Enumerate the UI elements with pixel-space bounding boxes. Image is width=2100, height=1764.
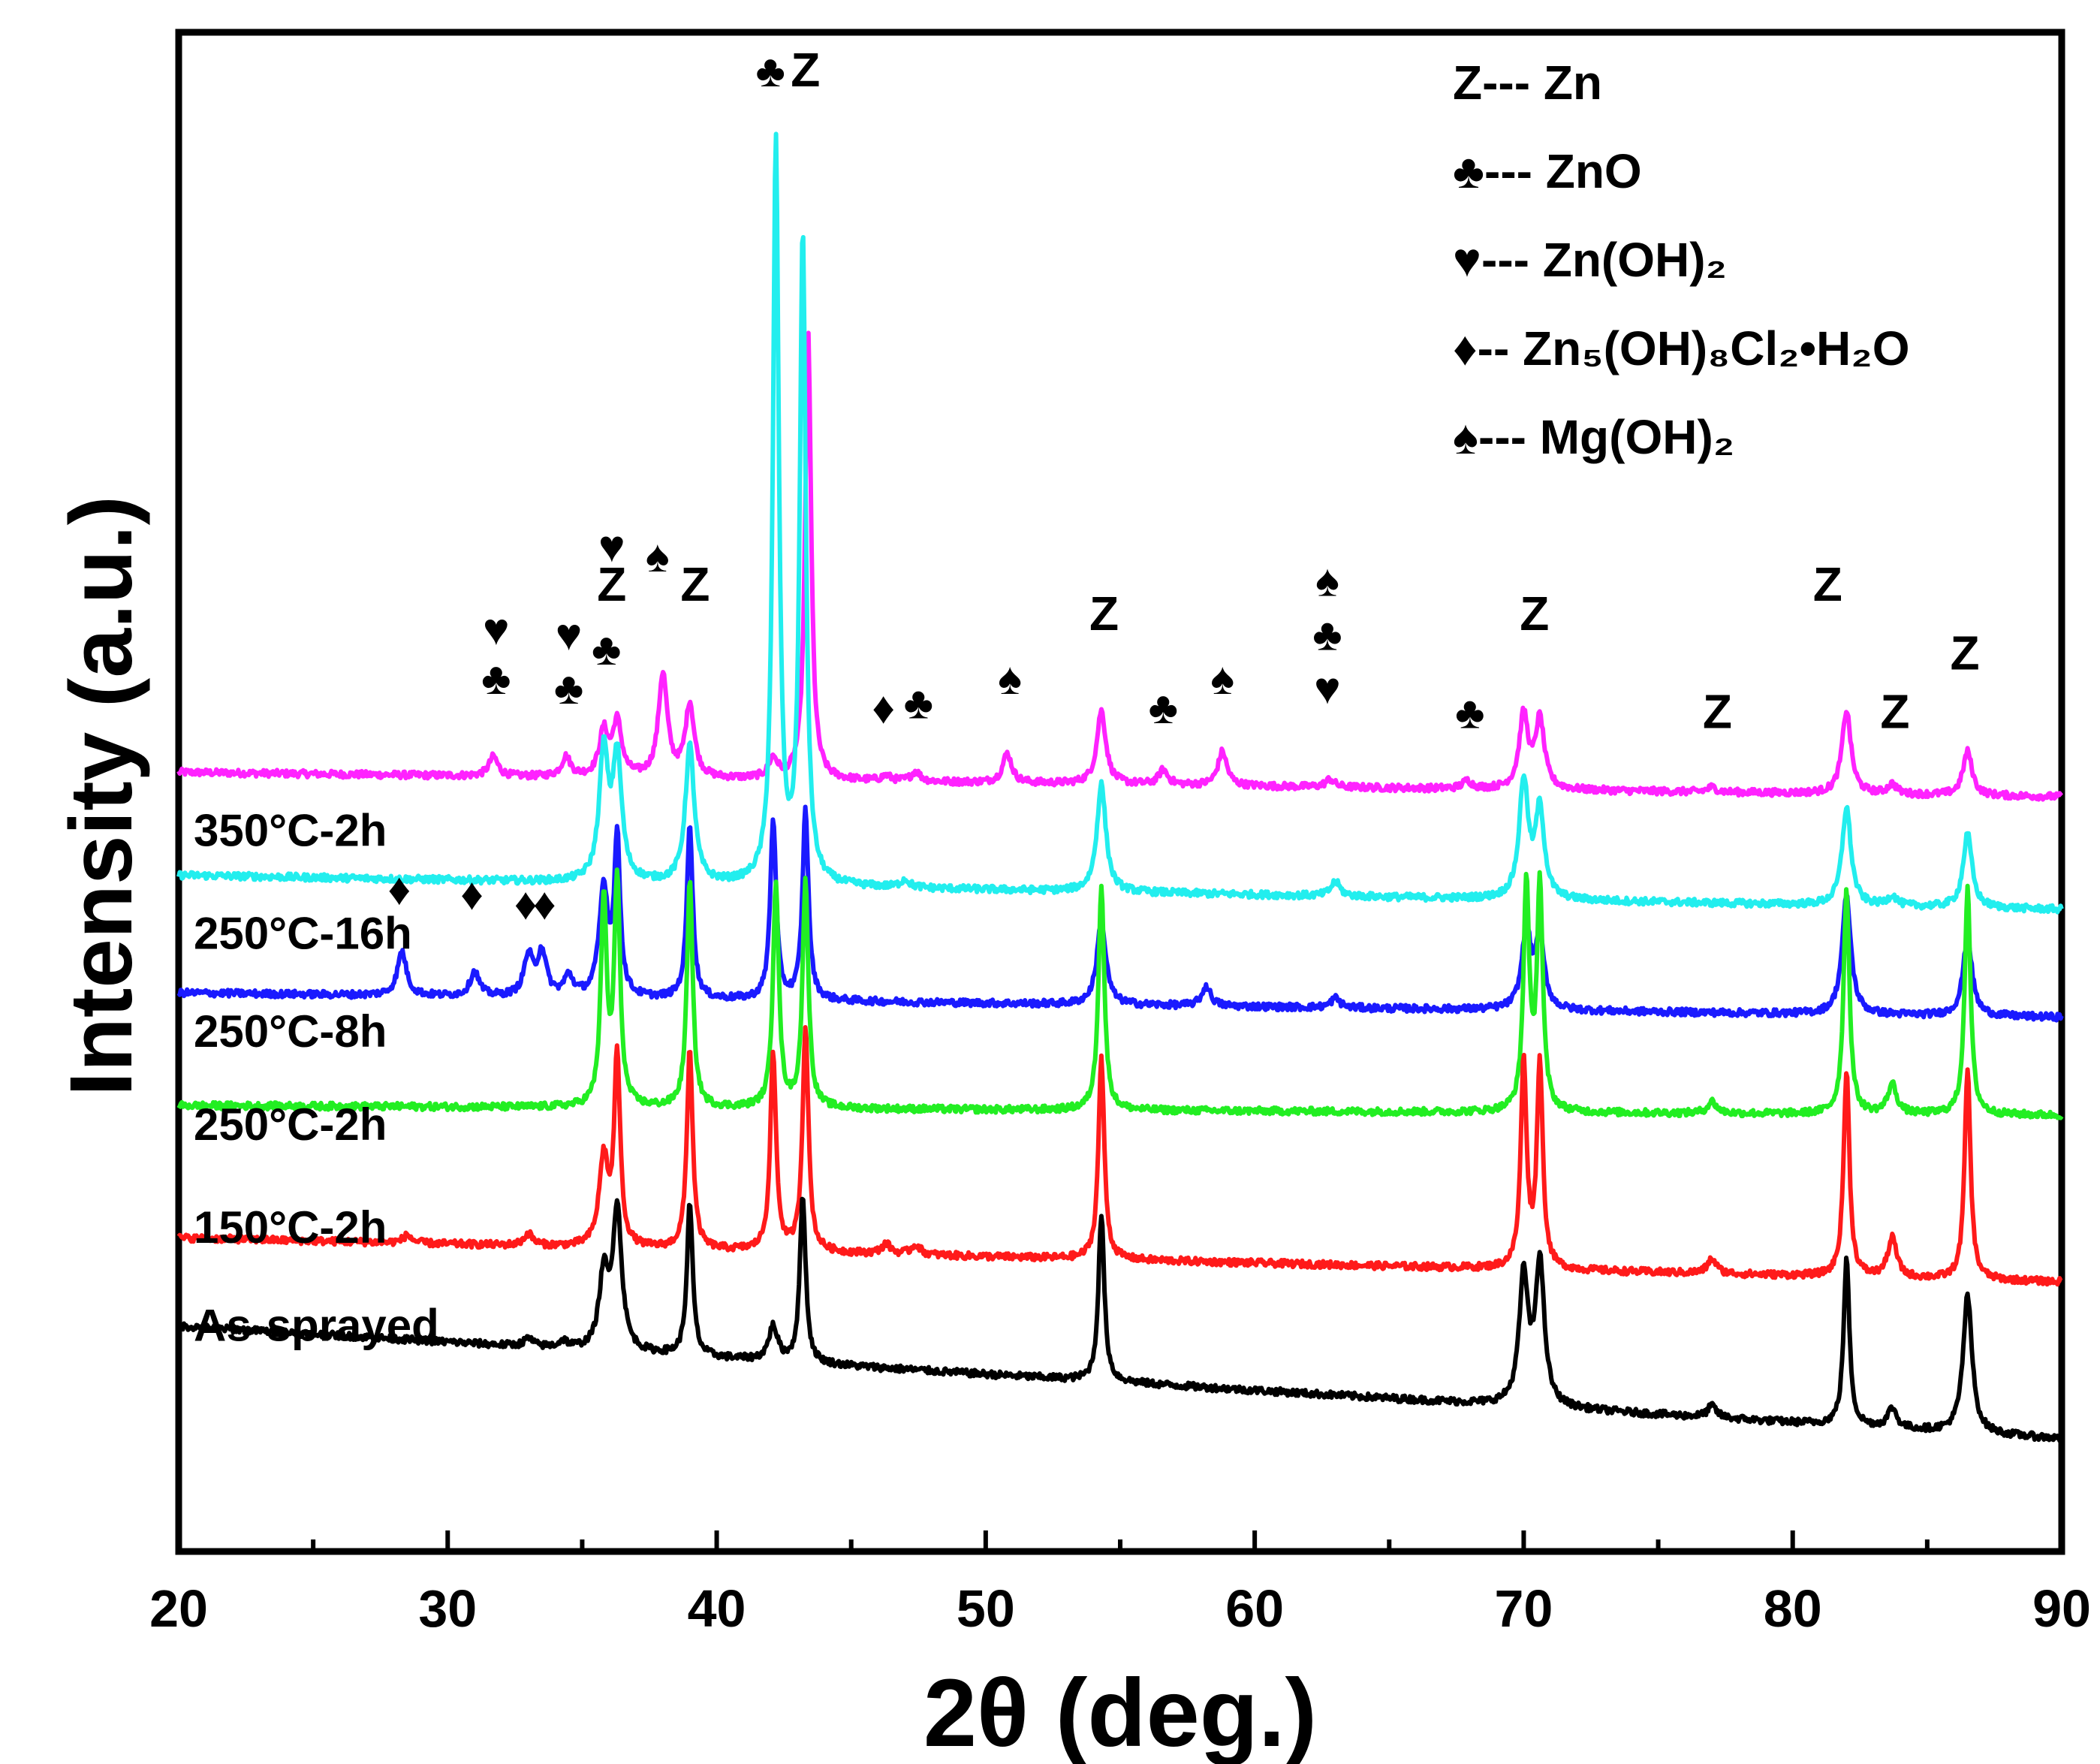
x-tick-label-70: 70: [1494, 1579, 1553, 1638]
x-axis: 20 30 40 50 60 70 80 90: [149, 1530, 2091, 1638]
peak-label-14: Z: [1089, 586, 1119, 641]
series-line-4: [176, 131, 2064, 915]
peak-label-20: ♣: [1455, 688, 1484, 738]
series-label-5: As-sprayed: [194, 1300, 439, 1350]
x-tick-label-60: 60: [1225, 1579, 1284, 1638]
peak-label-27: ♦: [460, 869, 484, 919]
peak-label-19: ♥: [1314, 663, 1341, 713]
legend-entry-4: ♠--- Mg(OH)₂: [1453, 410, 1734, 464]
x-tick-label-90: 90: [2032, 1579, 2091, 1638]
peak-label-9: ♠: [646, 531, 670, 581]
peak-label-12: ♣: [904, 678, 933, 728]
x-tick-label-50: 50: [957, 1579, 1015, 1638]
peak-label-24: Z: [1880, 685, 1909, 739]
peak-label-17: ♠: [1315, 555, 1339, 605]
legend-entry-2: ♥--- Zn(OH)₂: [1453, 233, 1727, 287]
x-tick-label-30: 30: [418, 1579, 477, 1638]
series-layer: [176, 131, 2064, 1443]
peak-label-25: Z: [1950, 626, 1979, 680]
series-line-2: [176, 867, 2064, 1120]
legend: Z--- Zn ♣--- ZnO ♥--- Zn(OH)₂ ♦-- Zn₅(OH)₈C…: [1453, 56, 1909, 464]
series-label-2: 250°C-8h: [194, 1006, 387, 1057]
series-labels: 350°C-2h 250°C-16h 250°C-8h 250°C-2h 150°C-2…: [194, 805, 439, 1350]
series-label-3: 250°C-2h: [194, 1099, 387, 1150]
peak-label-10: Z: [680, 557, 710, 611]
peak-label-4: ♥: [556, 609, 583, 659]
peak-label-18: ♣: [1312, 609, 1342, 659]
series-line-1: [176, 1025, 2063, 1287]
peak-label-11: ♦: [872, 683, 895, 733]
peak-label-6: ♣: [592, 624, 621, 674]
peak-label-15: ♣: [1149, 683, 1178, 733]
series-line-3: [176, 804, 2064, 1023]
legend-entry-0: Z--- Zn: [1453, 56, 1602, 110]
peak-label-21: Z: [1520, 586, 1549, 641]
legend-entry-3: ♦-- Zn₅(OH)₈Cl₂•H₂O: [1453, 321, 1909, 375]
peak-label-2: ♥: [483, 605, 510, 655]
x-tick-label-20: 20: [149, 1579, 208, 1638]
peak-label-29: ♦: [533, 879, 556, 929]
peak-label-1: Z: [791, 43, 820, 97]
peak-label-8: Z: [597, 557, 626, 611]
peak-label-0: ♣: [756, 46, 785, 96]
series-line-0: [176, 1196, 2063, 1443]
peak-label-26: ♦: [387, 864, 411, 915]
series-line-5: [176, 330, 2064, 802]
peak-label-13: ♠: [998, 653, 1022, 704]
series-label-1: 250°C-16h: [194, 908, 412, 958]
series-label-0: 350°C-2h: [194, 805, 387, 855]
x-tick-label-80: 80: [1764, 1579, 1822, 1638]
peak-label-28: ♦: [514, 879, 538, 929]
legend-entry-1: ♣--- ZnO: [1453, 144, 1642, 198]
peak-label-22: Z: [1703, 685, 1732, 739]
peak-label-3: ♣: [481, 653, 511, 704]
peak-label-7: ♥: [598, 521, 625, 571]
x-axis-title: 2θ (deg.): [923, 1660, 1317, 1764]
y-axis-title: Intensity (a.u.): [52, 496, 151, 1096]
peak-label-5: ♣: [554, 663, 583, 713]
x-tick-label-40: 40: [688, 1579, 746, 1638]
series-label-4: 150°C-2h: [194, 1202, 387, 1253]
peak-label-16: ♠: [1210, 653, 1234, 704]
peak-label-23: Z: [1813, 557, 1842, 611]
